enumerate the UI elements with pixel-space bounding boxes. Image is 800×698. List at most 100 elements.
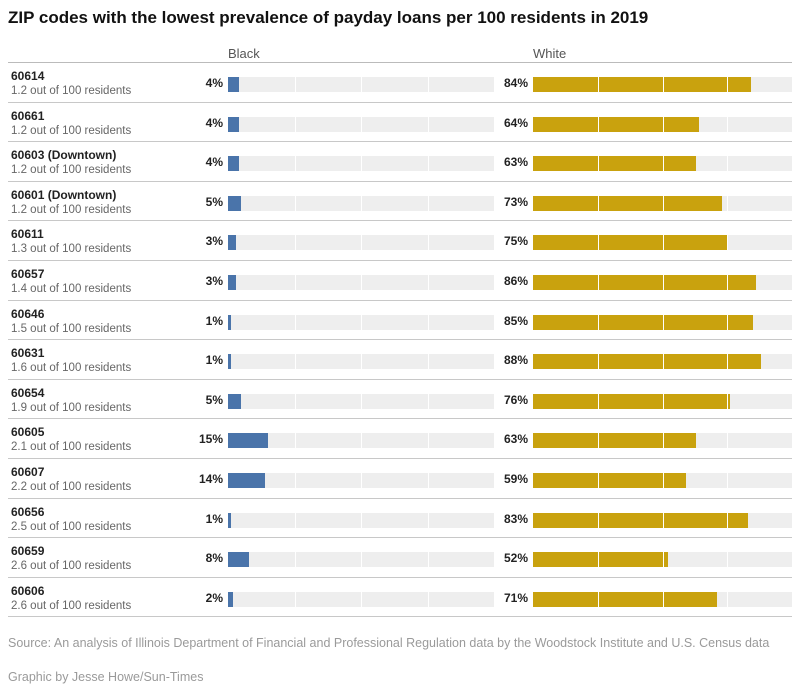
white-percent-label: 52% xyxy=(503,551,528,566)
zip-code-label: 60603 (Downtown) xyxy=(11,148,117,163)
gridline xyxy=(727,552,729,568)
zip-code-label: 60654 xyxy=(11,385,45,400)
gridline xyxy=(361,195,362,211)
gridline xyxy=(361,235,362,251)
gridline xyxy=(427,156,429,172)
white-bar-track xyxy=(533,116,792,132)
black-bar-track xyxy=(228,591,494,607)
gridline xyxy=(597,472,599,488)
zip-code-label: 60614 xyxy=(11,69,45,83)
white-percent-label: 63% xyxy=(503,432,528,447)
white-bar xyxy=(533,433,697,449)
gridline xyxy=(294,354,296,370)
gridline xyxy=(427,552,429,568)
white-bar-track xyxy=(533,393,792,409)
gridline xyxy=(361,354,362,370)
gridline xyxy=(294,77,296,92)
white-percent-label: 63% xyxy=(503,155,528,170)
black-bar-track xyxy=(228,77,494,92)
black-percent-label: 14% xyxy=(198,471,223,486)
black-column-header: Black xyxy=(228,46,260,61)
gridline xyxy=(662,195,664,211)
gridline xyxy=(662,274,664,290)
white-bar xyxy=(533,235,728,251)
gridline xyxy=(361,512,362,528)
black-percent-label: 2% xyxy=(205,590,223,605)
black-percent-label: 5% xyxy=(205,194,223,209)
zip-code-label: 60606 xyxy=(11,583,45,598)
zip-code-label: 60656 xyxy=(11,504,45,519)
gridline xyxy=(662,393,664,409)
gridline xyxy=(294,552,296,568)
black-bar-track xyxy=(228,274,494,290)
loan-rate-label: 1.4 out of 100 residents xyxy=(11,282,132,295)
gridline xyxy=(361,591,362,607)
loan-rate-label: 1.2 out of 100 residents xyxy=(11,124,132,137)
gridline xyxy=(727,77,729,92)
gridline xyxy=(597,393,599,409)
gridline xyxy=(662,77,664,92)
gridline xyxy=(294,195,296,211)
gridline xyxy=(727,393,729,409)
white-bar xyxy=(533,393,730,409)
gridline xyxy=(427,472,429,488)
black-percent-label: 3% xyxy=(205,273,223,288)
gridline xyxy=(294,235,296,251)
table-row: 60611 1.3 out of 100 residents 3% 75% xyxy=(8,221,792,261)
gridline xyxy=(727,354,729,370)
white-percent-label: 75% xyxy=(503,234,528,249)
gridline xyxy=(662,512,664,528)
white-percent-label: 64% xyxy=(503,115,528,130)
black-percent-label: 1% xyxy=(205,511,223,526)
table-row: 60659 2.6 out of 100 residents 8% 52% xyxy=(8,538,792,578)
gridline xyxy=(294,472,296,488)
chart-rows: 60614 1.2 out of 100 residents 4% 84% 60661 1… xyxy=(8,62,792,618)
white-bar-track xyxy=(533,156,792,172)
white-bar-track xyxy=(533,314,792,330)
zip-code-label: 60611 xyxy=(11,227,44,242)
white-percent-label: 88% xyxy=(503,353,528,368)
gridline xyxy=(727,591,729,607)
black-percent-label: 4% xyxy=(205,76,223,90)
gridline xyxy=(597,77,599,92)
gridline xyxy=(727,274,729,290)
black-percent-label: 5% xyxy=(205,392,223,407)
table-row: 60606 2.6 out of 100 residents 2% 71% xyxy=(8,578,792,618)
gridline xyxy=(727,433,729,449)
black-bar xyxy=(228,393,242,409)
black-bar-track xyxy=(228,235,494,251)
black-bar-track xyxy=(228,156,494,172)
white-percent-label: 59% xyxy=(503,471,528,486)
white-percent-label: 73% xyxy=(503,194,528,209)
white-percent-label: 85% xyxy=(503,313,528,328)
gridline xyxy=(427,195,429,211)
loan-rate-label: 1.6 out of 100 residents xyxy=(11,362,132,375)
black-bar-track xyxy=(228,314,494,330)
gridline xyxy=(662,552,664,568)
black-bar xyxy=(228,116,239,132)
white-percent-label: 71% xyxy=(503,590,528,605)
table-row: 60605 2.1 out of 100 residents 15% 63% xyxy=(8,419,792,459)
black-bar xyxy=(228,274,236,290)
white-bar-track xyxy=(533,472,792,488)
black-percent-label: 3% xyxy=(205,234,223,249)
black-bar xyxy=(228,552,250,568)
zip-code-label: 60659 xyxy=(11,544,45,559)
black-bar xyxy=(228,433,268,449)
white-percent-label: 86% xyxy=(503,273,528,288)
gridline xyxy=(427,235,429,251)
gridline xyxy=(662,472,664,488)
black-percent-label: 15% xyxy=(198,432,223,447)
gridline xyxy=(662,591,664,607)
chart-title: ZIP codes with the lowest prevalence of … xyxy=(8,8,649,27)
gridline xyxy=(427,77,429,92)
gridline xyxy=(662,116,664,132)
loan-rate-label: 2.6 out of 100 residents xyxy=(11,560,132,573)
white-bar-track xyxy=(533,591,792,607)
gridline xyxy=(427,512,429,528)
white-bar xyxy=(533,512,748,528)
gridline xyxy=(597,274,599,290)
black-percent-label: 1% xyxy=(205,313,223,328)
black-bar-track xyxy=(228,354,494,370)
black-bar xyxy=(228,472,266,488)
